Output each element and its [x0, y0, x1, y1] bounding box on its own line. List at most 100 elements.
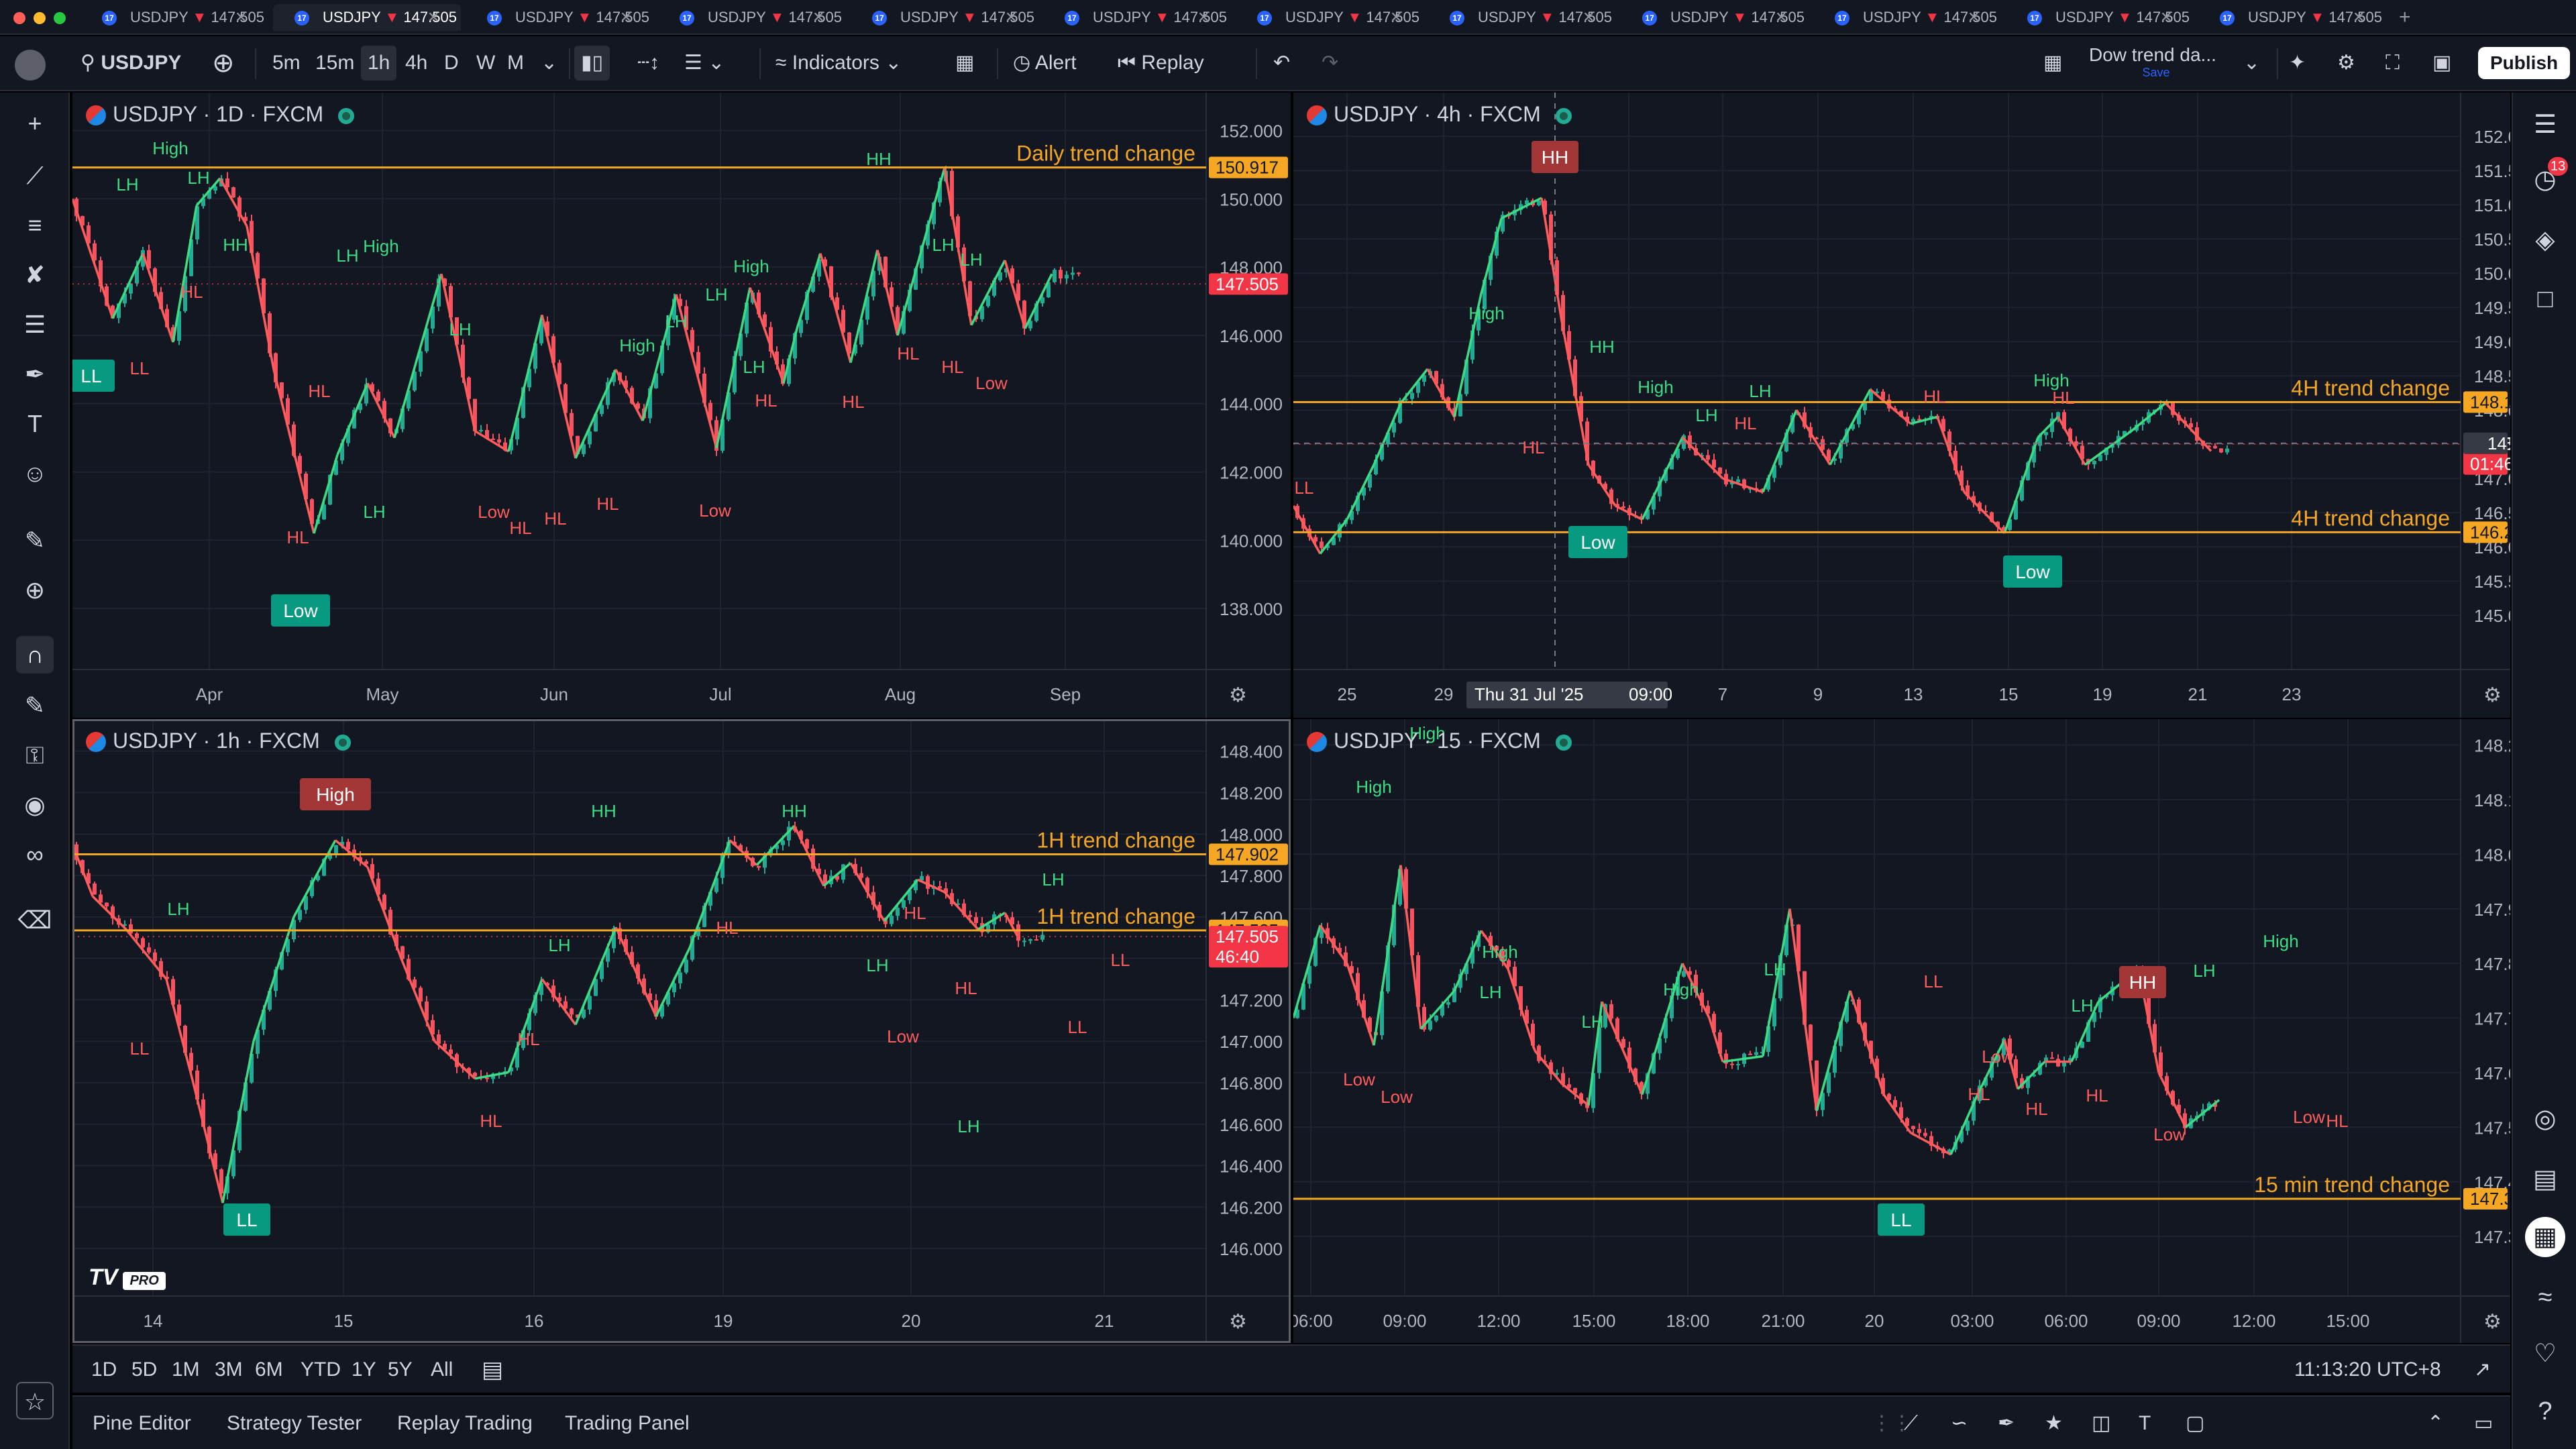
browser-tab[interactable]: 17 USDJPY ▼ 147.505 ✕: [1043, 4, 1231, 31]
chart-pane-15m[interactable]: 148.200 148.100 148.000 147.900 147.800 147.7…: [1293, 719, 2510, 1343]
quick-search-icon[interactable]: ✦: [2289, 52, 2306, 74]
close-tab-icon[interactable]: ✕: [427, 9, 440, 25]
interval-D[interactable]: D: [444, 52, 459, 74]
browser-tab[interactable]: 17 USDJPY ▼ 147.505 ✕: [466, 4, 653, 31]
undo-icon[interactable]: ↶: [1273, 52, 1291, 74]
swing-marker[interactable]: [1568, 526, 1627, 558]
brush-icon[interactable]: ✒: [24, 360, 46, 388]
browser-tab[interactable]: 17 USDJPY ▼ 147.505 ✕: [273, 4, 461, 31]
bottom-tab-trading-panel[interactable]: Trading Panel: [565, 1412, 690, 1434]
notification-bell-icon[interactable]: ♡: [2533, 1340, 2557, 1368]
lock-drawing-icon[interactable]: ✎: [24, 692, 46, 719]
trend-line-tool-icon[interactable]: ⟋: [1904, 1412, 1918, 1434]
timeframe-YTD[interactable]: YTD: [301, 1358, 341, 1381]
chart-canvas-4h[interactable]: 152.000 151.500 151.000 150.500 150.000 149.5…: [1293, 93, 2510, 718]
text-icon[interactable]: T: [28, 410, 42, 437]
close-tab-icon[interactable]: ✕: [1390, 9, 1403, 25]
text-tool-icon[interactable]: T: [2139, 1412, 2151, 1434]
layers-icon[interactable]: ◈: [2535, 226, 2555, 254]
chart-pane-1d[interactable]: 152.000 150.000 148.000 146.000 144.000 142.0…: [72, 93, 1291, 718]
calendar-icon[interactable]: ▤: [2533, 1165, 2557, 1193]
link-icon[interactable]: ∞: [26, 841, 44, 868]
close-tab-icon[interactable]: ✕: [1968, 9, 1980, 25]
maximize-panel-icon[interactable]: ↗: [2474, 1358, 2491, 1381]
interval-dropdown-chevron-icon[interactable]: ⌄: [541, 52, 558, 74]
bar-chart-icon[interactable]: ┄↕: [637, 52, 660, 74]
projection-icon[interactable]: ☰: [23, 311, 46, 338]
avatar[interactable]: [15, 50, 46, 80]
target-icon[interactable]: ◎: [2534, 1105, 2557, 1133]
interval-M[interactable]: M: [507, 52, 524, 74]
layout-dropdown-chevron-icon[interactable]: ⌄: [2243, 52, 2261, 74]
interval-4h[interactable]: 4h: [405, 52, 428, 74]
date-range-icon[interactable]: ▤: [482, 1357, 504, 1383]
browser-tab[interactable]: 17 USDJPY ▼ 147.505 ✕: [2006, 4, 2194, 31]
swing-marker[interactable]: [2003, 555, 2062, 588]
note-tool-icon[interactable]: ◫: [2092, 1412, 2111, 1434]
publish-button[interactable]: Publish: [2478, 47, 2571, 79]
browser-tab[interactable]: 17 USDJPY ▼ 147.505 ✕: [1813, 4, 2001, 31]
chart-pane-4h[interactable]: 152.000 151.500 151.000 150.500 150.000 149.5…: [1293, 93, 2510, 718]
fib-retracement-icon[interactable]: ≡: [28, 211, 42, 239]
swing-marker[interactable]: [1532, 141, 1578, 173]
browser-tab[interactable]: 17 USDJPY ▼ 147.505 ✕: [1428, 4, 1616, 31]
signal-icon[interactable]: ≈: [2538, 1283, 2553, 1311]
drag-handle-icon[interactable]: ⋮⋮: [1872, 1412, 1912, 1434]
bottom-tab-pine-editor[interactable]: Pine Editor: [93, 1412, 191, 1434]
close-tab-icon[interactable]: ✕: [1775, 9, 1788, 25]
panel-toggle-icon[interactable]: ▭: [2474, 1412, 2493, 1434]
pattern-tool-icon[interactable]: ★: [2045, 1412, 2063, 1434]
alert-button[interactable]: ◷ Alert: [1013, 52, 1077, 74]
timeframe-5D[interactable]: 5D: [131, 1358, 158, 1381]
apps-grid-icon[interactable]: ▦: [2525, 1217, 2565, 1257]
bottom-tab-replay-trading[interactable]: Replay Trading: [397, 1412, 533, 1434]
chart-settings-gear-icon[interactable]: ⚙: [2483, 684, 2502, 707]
timeframe-1Y[interactable]: 1Y: [352, 1358, 376, 1381]
symbol-search-button[interactable]: ⚲ USDJPY: [80, 52, 182, 74]
timeframe-1M[interactable]: 1M: [172, 1358, 200, 1381]
close-tab-icon[interactable]: ✕: [620, 9, 633, 25]
browser-tab[interactable]: 17 USDJPY ▼ 147.505 ✕: [2198, 4, 2386, 31]
trash-icon[interactable]: ⌫: [17, 906, 52, 934]
clock[interactable]: 11:13:20 UTC+8: [2294, 1358, 2441, 1381]
close-tab-icon[interactable]: ✕: [1197, 9, 1210, 25]
interval-1h[interactable]: 1h: [361, 46, 397, 80]
timeframe-3M[interactable]: 3M: [215, 1358, 243, 1381]
interval-5m[interactable]: 5m: [272, 52, 301, 74]
path-tool-icon[interactable]: ∽: [1951, 1412, 1968, 1434]
browser-tab[interactable]: 17 USDJPY ▼ 147.505 ✕: [851, 4, 1038, 31]
bottom-tab-strategy-tester[interactable]: Strategy Tester: [227, 1412, 362, 1434]
close-tab-icon[interactable]: ✕: [2353, 9, 2365, 25]
help-icon[interactable]: ?: [2538, 1397, 2553, 1426]
fullscreen-icon[interactable]: ⛶: [2385, 52, 2400, 74]
chart-canvas-1d[interactable]: 152.000150.000148.000146.000144.000142.0…: [72, 93, 1291, 718]
tradingview-logo[interactable]: TV PRO: [89, 1265, 166, 1293]
pattern-icon[interactable]: ✘: [24, 261, 46, 288]
ruler-icon[interactable]: ✎: [24, 527, 46, 554]
chart-settings-gear-icon[interactable]: ⚙: [2483, 1310, 2502, 1334]
plus-icon[interactable]: ⊕: [212, 48, 235, 78]
chart-canvas-15m[interactable]: 148.200 148.100 148.000 147.900 147.800 147.7…: [1293, 719, 2510, 1343]
zoom-icon[interactable]: ⊕: [24, 576, 46, 604]
timeframe-5Y[interactable]: 5Y: [388, 1358, 413, 1381]
swing-marker[interactable]: [223, 1203, 270, 1236]
magnet-icon[interactable]: ∩: [16, 636, 54, 674]
zoom-window-icon[interactable]: [54, 12, 66, 24]
new-tab-plus-icon[interactable]: +: [2399, 6, 2411, 28]
close-tab-icon[interactable]: ✕: [235, 9, 248, 25]
chart-settings-gear-icon[interactable]: ⚙: [1229, 1310, 1247, 1334]
chart-canvas-1h[interactable]: 148.400148.200148.000147.800147.600147.4…: [72, 719, 1291, 1343]
chat-icon[interactable]: □: [2537, 285, 2553, 313]
rectangle-tool-icon[interactable]: ▢: [2186, 1412, 2205, 1434]
swing-marker[interactable]: [72, 360, 115, 392]
timeframe-1D[interactable]: 1D: [91, 1358, 117, 1381]
templates-icon[interactable]: ▦: [955, 52, 975, 74]
browser-tab[interactable]: 17 USDJPY ▼ 147.505 ✕: [1621, 4, 1809, 31]
indicators-icon[interactable]: ☰ ⌄: [684, 52, 725, 74]
interval-15m[interactable]: 15m: [315, 52, 355, 74]
chart-settings-gear-icon[interactable]: ⚙: [1229, 684, 1247, 707]
browser-tab[interactable]: 17 USDJPY ▼ 147.505 ✕: [658, 4, 846, 31]
crosshair-icon[interactable]: +: [28, 109, 42, 137]
redo-icon[interactable]: ↷: [1322, 52, 1339, 74]
timeframe-6M[interactable]: 6M: [255, 1358, 283, 1381]
